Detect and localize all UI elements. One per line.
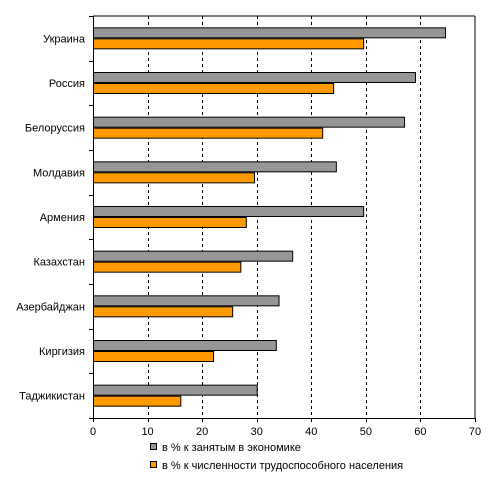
x-tick-label: 10: [141, 426, 153, 438]
legend-swatch: [150, 461, 157, 468]
bar-working-age-8: [93, 395, 182, 407]
bar-working-age-1: [93, 83, 335, 94]
category-label: Россия: [49, 78, 85, 90]
legend-label: в % к численности трудоспособного населе…: [162, 460, 403, 472]
bar-employed-8: [93, 384, 258, 396]
bar-employed-3: [93, 161, 337, 173]
bar-working-age-3: [93, 172, 255, 184]
legend-swatch: [150, 443, 157, 450]
category-label: Белоруссия: [25, 123, 85, 135]
bars: [93, 27, 446, 407]
bar-employed-4: [93, 206, 365, 217]
category-label: Армения: [40, 212, 85, 224]
category-labels: Украина Россия Белоруссия Молдавия Армения Ка…: [16, 33, 86, 402]
bar-working-age-7: [93, 351, 215, 362]
x-tick-label: 60: [414, 426, 426, 438]
category-label: Таджикистан: [19, 391, 85, 403]
category-label: Азербайджан: [16, 301, 85, 313]
x-tick-labels: 0 10 20 30 40 50 60 70: [90, 426, 481, 438]
x-tick-label: 30: [251, 426, 263, 438]
category-label: Киргизия: [39, 346, 85, 358]
category-label: Украина: [43, 33, 86, 45]
bar-working-age-0: [93, 38, 365, 50]
bar-employed-2: [93, 116, 406, 128]
legend: в % к занятым в экономике в % к численнос…: [150, 442, 403, 472]
axes: [89, 15, 476, 422]
bar-employed-1: [93, 72, 416, 83]
x-tick-label: 50: [360, 426, 372, 438]
bar-employed-6: [93, 295, 280, 307]
bar-employed-5: [93, 250, 294, 262]
bar-working-age-6: [93, 306, 234, 318]
x-tick-label: 70: [469, 426, 481, 438]
x-tick-label: 20: [196, 426, 208, 438]
category-label: Казахстан: [33, 257, 85, 269]
bar-working-age-4: [93, 217, 247, 228]
legend-label: в % к занятым в экономике: [162, 442, 301, 454]
bar-employed-0: [93, 27, 446, 39]
bar-working-age-5: [93, 261, 242, 273]
category-label: Молдавия: [33, 167, 85, 179]
bar-working-age-2: [93, 127, 324, 139]
x-tick-label: 40: [305, 426, 317, 438]
x-tick-label: 0: [90, 426, 96, 438]
bar-employed-7: [93, 340, 277, 351]
